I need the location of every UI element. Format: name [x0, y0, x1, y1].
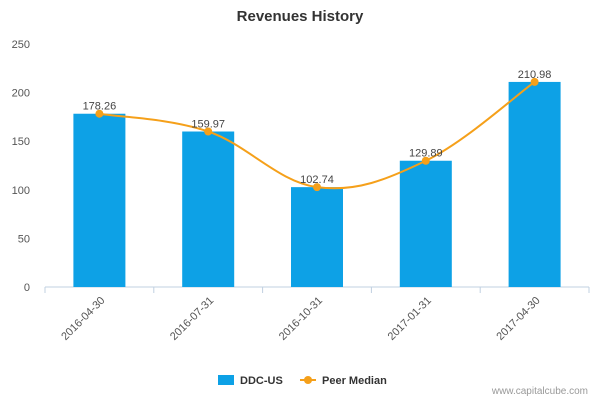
- data-label: 178.26: [83, 101, 117, 113]
- data-label: 102.74: [300, 174, 334, 186]
- bar-ddc-us[interactable]: [73, 113, 126, 287]
- credit-text: www.capitalcube.com: [491, 386, 588, 397]
- legend-marker-peer-median: [304, 376, 312, 384]
- bar-series-ddc-us: [73, 81, 561, 288]
- x-tick-label: 2016-10-31: [277, 295, 325, 343]
- chart-title: Revenues History: [237, 8, 364, 25]
- y-tick-label: 150: [12, 136, 30, 148]
- legend-swatch-ddc-us: [218, 375, 234, 385]
- y-tick-label: 0: [24, 282, 30, 294]
- bar-ddc-us[interactable]: [182, 131, 235, 287]
- line-series-peer-median: [95, 77, 539, 192]
- x-tick-label: 2017-04-30: [494, 295, 542, 343]
- peer-median-point[interactable]: [313, 183, 321, 192]
- peer-median-point[interactable]: [95, 109, 104, 118]
- legend: DDC-US Peer Median: [218, 375, 387, 387]
- x-axis: 2016-04-30 2016-07-31 2016-10-31 2017-01-31…: [44, 286, 590, 343]
- bar-ddc-us[interactable]: [291, 187, 343, 287]
- y-axis: 0 50 100 150 200 250: [12, 39, 30, 294]
- data-label: 159.97: [191, 119, 225, 131]
- x-tick-label: 2016-04-30: [59, 295, 107, 343]
- y-tick-label: 250: [12, 39, 30, 51]
- y-tick-label: 50: [18, 233, 30, 245]
- bar-ddc-us[interactable]: [508, 81, 561, 288]
- data-labels: 178.26 159.97 102.74 129.89 210.98: [83, 69, 552, 186]
- data-label: 129.89: [409, 148, 443, 160]
- x-tick-label: 2017-01-31: [386, 295, 434, 343]
- peer-median-point[interactable]: [204, 127, 213, 136]
- x-tick-label: 2016-07-31: [168, 295, 216, 343]
- y-tick-label: 200: [12, 88, 30, 100]
- y-tick-label: 100: [12, 185, 30, 197]
- legend-label-peer-median[interactable]: Peer Median: [322, 375, 387, 387]
- peer-median-point[interactable]: [530, 77, 539, 86]
- bar-ddc-us[interactable]: [399, 160, 452, 287]
- legend-label-ddc-us[interactable]: DDC-US: [240, 375, 283, 387]
- peer-median-line: [99, 81, 536, 190]
- data-label: 210.98: [518, 69, 552, 81]
- peer-median-point[interactable]: [421, 156, 430, 165]
